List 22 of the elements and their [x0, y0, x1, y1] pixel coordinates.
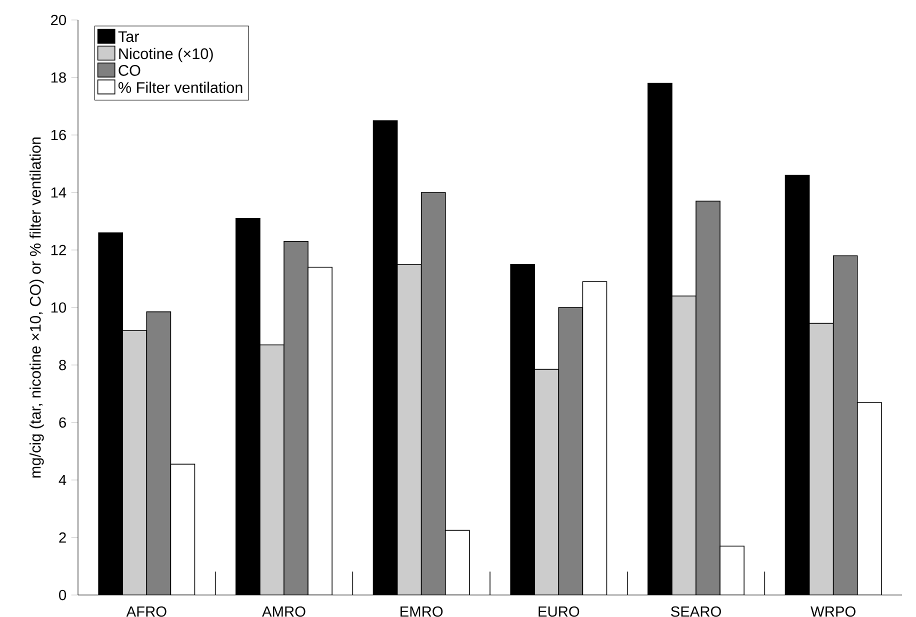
y-tick-label: 4 — [58, 474, 66, 486]
legend-label: Nicotine (×10) — [119, 48, 213, 62]
y-axis-title: mg/cig (tar, nicotine ×10, CO) or % filter ventilation — [30, 137, 44, 478]
y-tick-label: 0 — [59, 590, 66, 600]
x-tick-label: AMRO — [262, 606, 306, 617]
y-tick-label: 6 — [59, 417, 66, 428]
legend-label: Tar — [118, 31, 140, 42]
y-tick-label: 10 — [51, 302, 66, 313]
x-tick-label: AFRO — [126, 606, 166, 617]
y-tick-label: 14 — [51, 187, 66, 198]
legend-label: CO — [118, 65, 140, 76]
y-tick-label: 20 — [51, 14, 66, 26]
y-tick-label: 18 — [51, 72, 66, 83]
y-tick-label: 12 — [51, 244, 66, 256]
x-tick-label: SEARO — [671, 606, 721, 617]
x-tick-label: EMRO — [400, 606, 443, 617]
y-tick-label: 16 — [51, 130, 66, 140]
x-tick-label: EURO — [538, 606, 580, 617]
x-tick-label: WRPO — [810, 606, 856, 617]
y-tick-label: 2 — [59, 532, 66, 543]
legend-label: % Filter ventilation — [118, 82, 242, 93]
y-tick-label: 8 — [59, 360, 66, 370]
